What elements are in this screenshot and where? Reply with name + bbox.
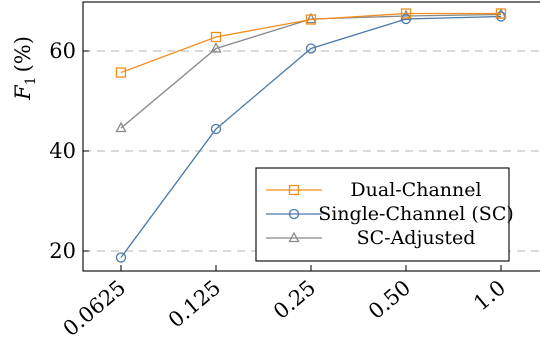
series-sc-adjusted: [115, 8, 507, 133]
x-tick-label: 0.25: [269, 275, 320, 323]
legend-entry: Dual-Channel: [266, 179, 482, 201]
data-point-triangle: [288, 231, 300, 243]
y-tick-label: 60: [49, 39, 76, 63]
data-point-triangle: [210, 42, 222, 53]
data-point-circle: [115, 252, 127, 263]
legend-label: Dual-Channel: [350, 179, 481, 201]
data-point-triangle: [305, 12, 317, 24]
data-point-square: [210, 31, 222, 43]
x-tick-label: 1.0: [469, 275, 510, 315]
data-point-triangle: [115, 121, 127, 133]
x-tick-label: 0.50: [364, 275, 415, 323]
x-axis-ticks: 0.0625 0.125 0.25 0.50 1.0: [58, 265, 510, 341]
data-point-square: [288, 184, 300, 196]
y-axis-title: F1(%): [11, 36, 39, 101]
x-tick-label: 0.125: [164, 275, 225, 332]
y-axis-ticks: 20 40 60: [49, 39, 89, 263]
series-line: [120, 13, 502, 129]
data-point-circle: [400, 13, 412, 25]
data-point-square: [495, 8, 507, 19]
data-point-square: [305, 14, 317, 25]
data-point-circle: [288, 208, 300, 220]
data-point-circle: [210, 123, 222, 135]
data-point-square: [400, 8, 412, 19]
data-point-circle: [305, 43, 317, 54]
legend-label: SC-Adjusted: [357, 227, 476, 249]
series-group: [115, 8, 507, 263]
y-tick-label: 40: [49, 139, 76, 163]
x-tick-label: 0.0625: [58, 275, 130, 341]
plot-frame: [82, 1, 540, 272]
series-line: [120, 15, 502, 258]
y-tick-label: 20: [49, 239, 76, 263]
legend-entry: Single-Channel (SC): [266, 203, 514, 225]
legend-entry: SC-Adjusted: [266, 227, 475, 249]
series-line: [120, 12, 501, 74]
legend-label: Single-Channel (SC): [318, 203, 514, 225]
series-dual-channel: [115, 8, 507, 78]
data-point-square: [115, 67, 127, 78]
